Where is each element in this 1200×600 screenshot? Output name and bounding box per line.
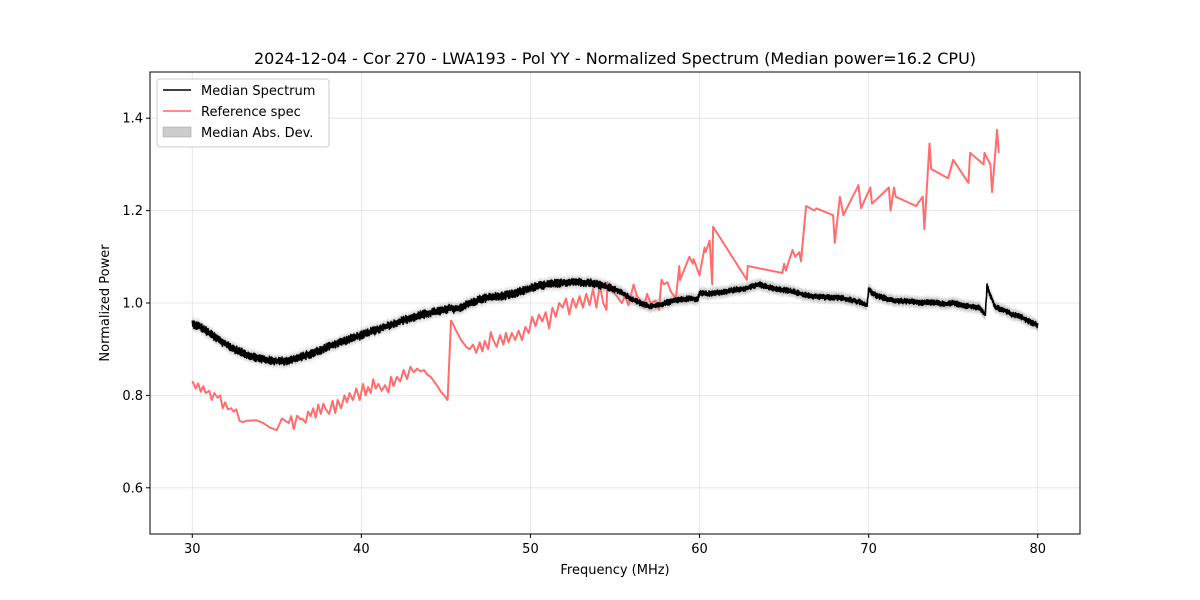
legend: Median Spectrum Reference spec Median Ab… (156, 78, 330, 148)
y-tick-label: 1.0 (122, 297, 143, 312)
y-axis-ticks: 0.6 0.8 1.0 1.2 1.4 (122, 112, 150, 496)
series-line-median-spectrum (191, 277, 1039, 366)
legend-label-median-spectrum: Median Spectrum (201, 84, 315, 99)
y-tick-label: 0.8 (122, 389, 143, 404)
y-axis-label: Normalized Power (98, 244, 113, 362)
y-tick-label: 1.4 (122, 112, 143, 127)
x-tick-label: 40 (353, 542, 370, 557)
x-tick-label: 50 (522, 542, 539, 557)
series-line-reference-spec (191, 128, 1000, 432)
x-tick-label: 60 (691, 542, 708, 557)
legend-swatch-mad (162, 126, 192, 138)
x-tick-label: 70 (860, 542, 877, 557)
x-axis-label: Frequency (MHz) (560, 563, 669, 578)
y-tick-label: 1.2 (122, 204, 143, 219)
series-layer (191, 128, 1039, 432)
x-tick-label: 80 (1029, 542, 1046, 557)
legend-label-reference-spec: Reference spec (201, 105, 301, 120)
legend-box (156, 78, 330, 148)
y-tick-label: 0.6 (122, 481, 143, 496)
x-tick-label: 30 (184, 542, 201, 557)
chart-title: 2024-12-04 - Cor 270 - LWA193 - Pol YY -… (254, 49, 976, 68)
legend-label-mad: Median Abs. Dev. (201, 126, 313, 141)
x-axis-ticks: 30 40 50 60 70 80 (184, 534, 1046, 557)
